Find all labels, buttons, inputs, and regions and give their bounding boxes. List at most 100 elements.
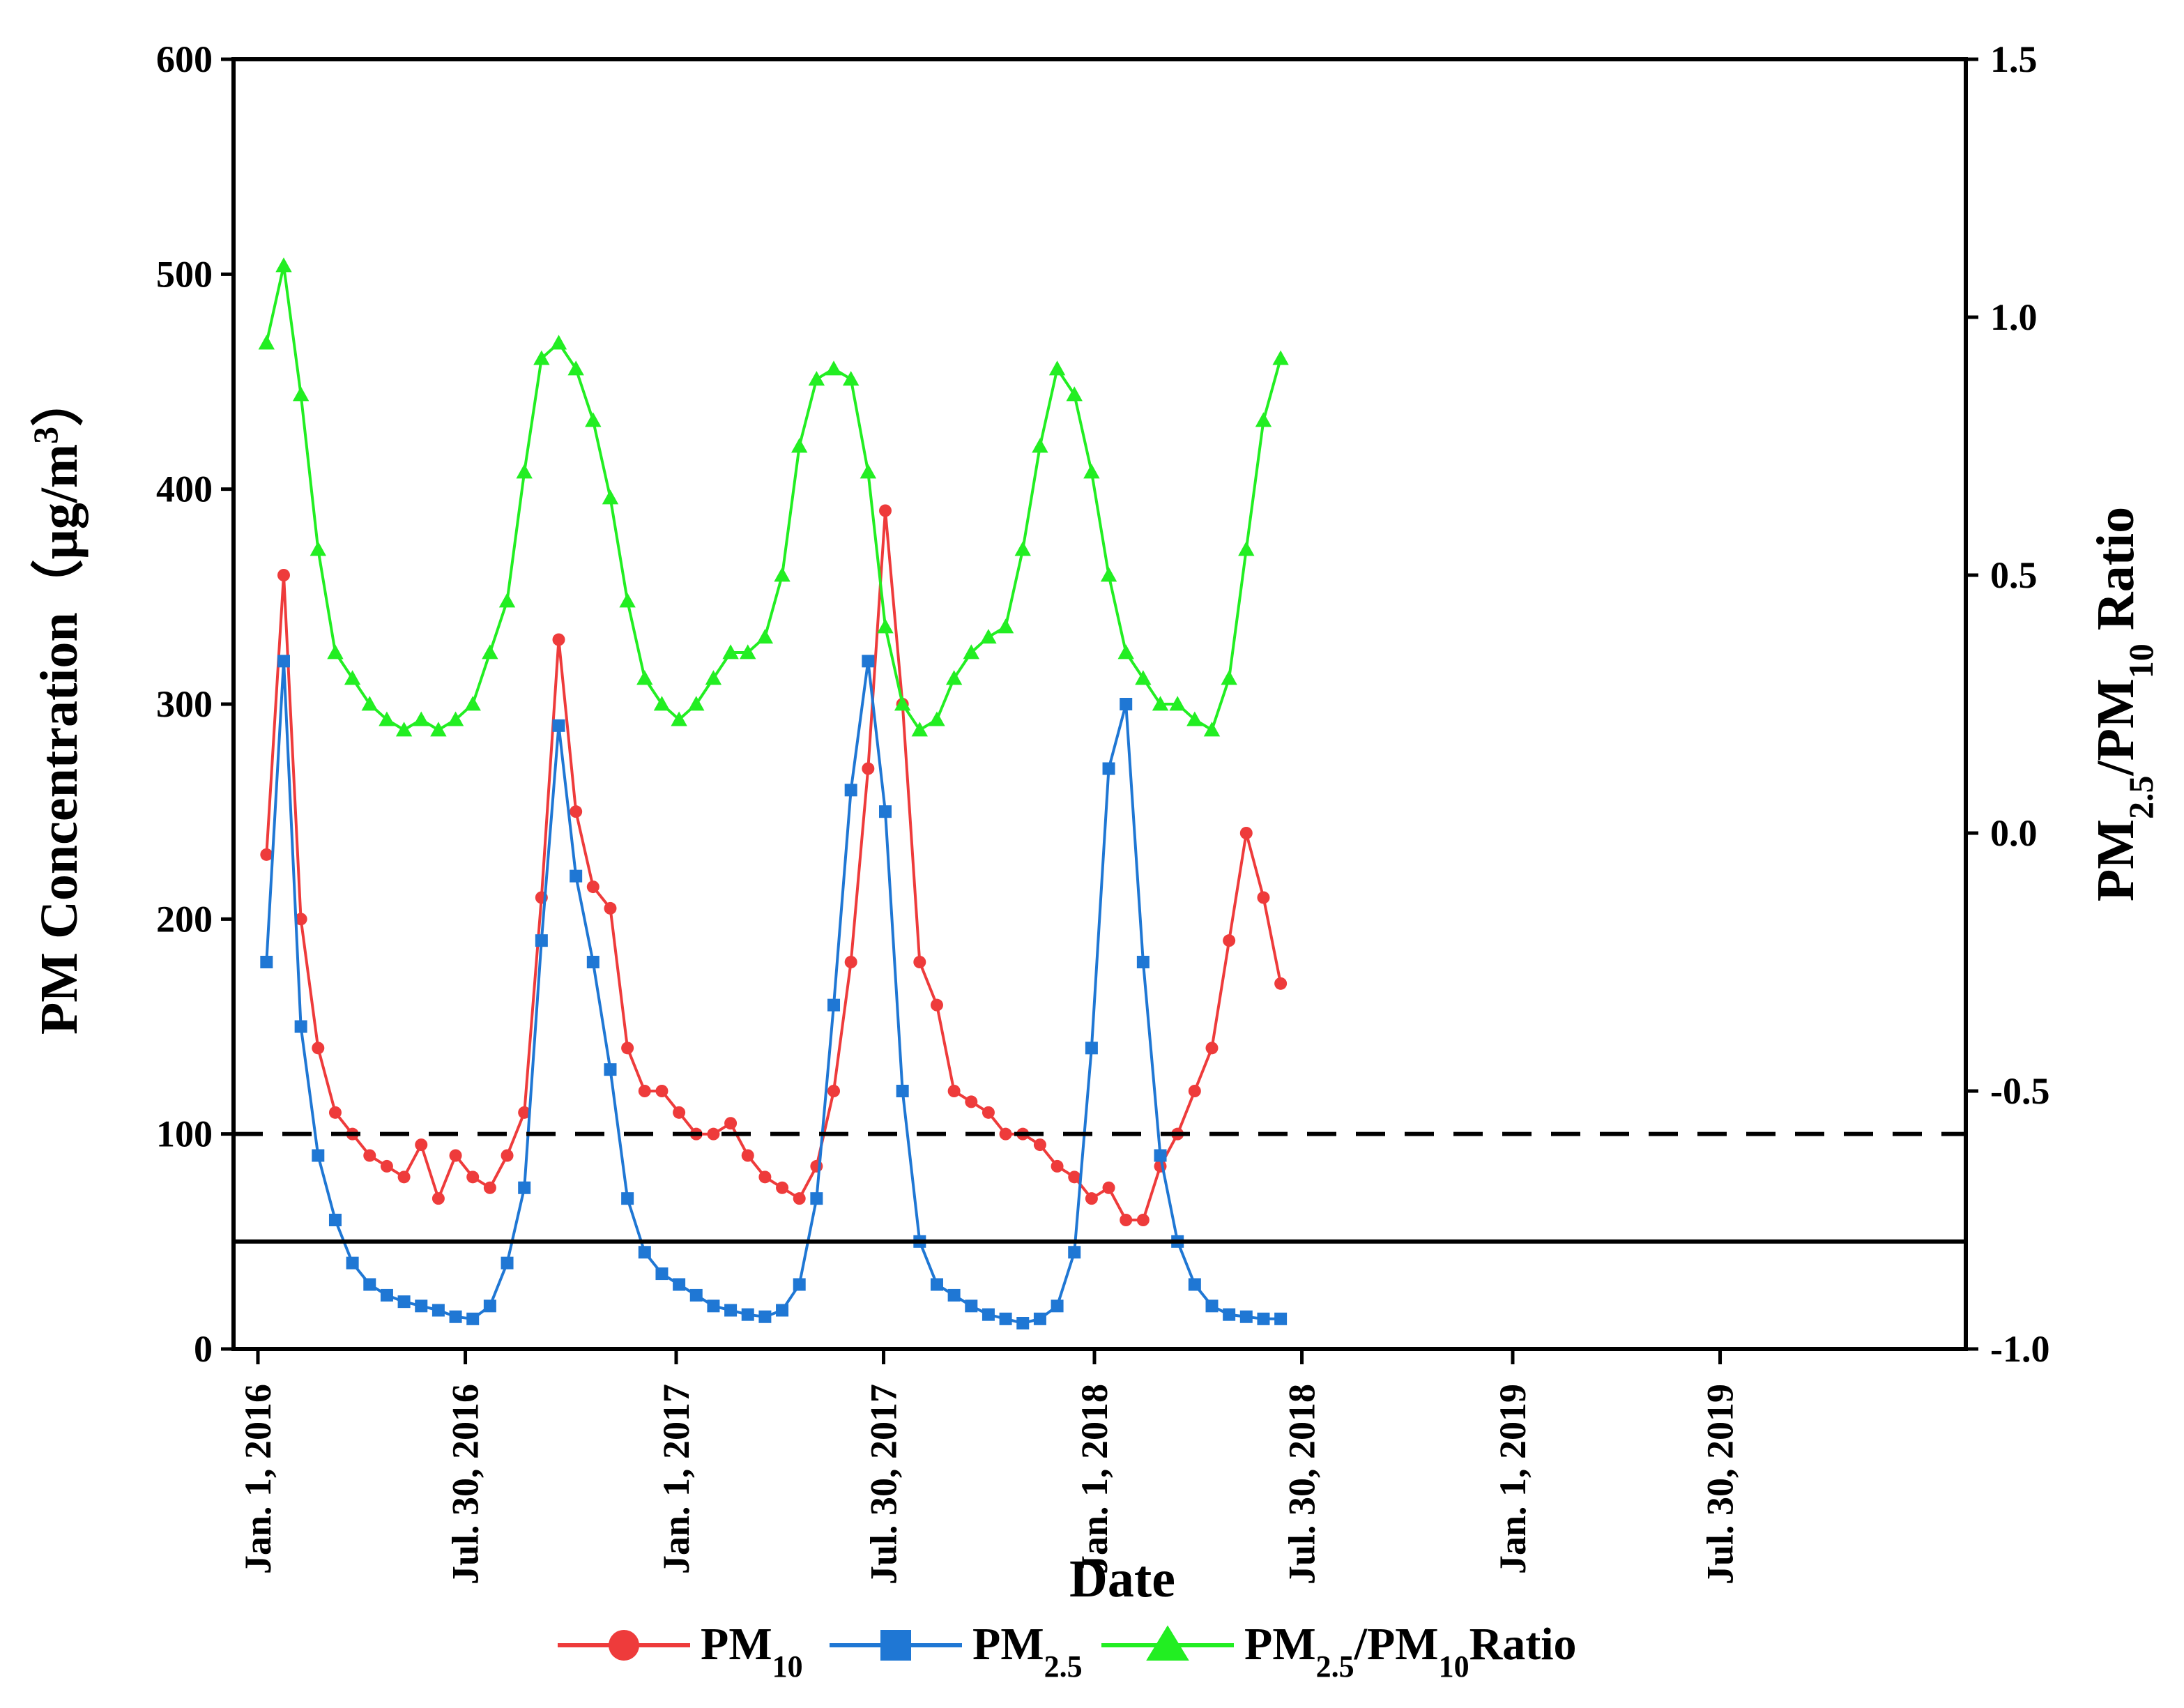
pm2-5-point — [930, 1278, 943, 1291]
left-axis-tick-label: 0 — [194, 1328, 213, 1370]
pm2-5-point — [466, 1312, 480, 1325]
pm2-5-pm10-ratio-point — [894, 696, 911, 711]
x-axis-title: Date — [1069, 1550, 1175, 1608]
pm2-5-point — [294, 1020, 307, 1033]
pm2-5-point — [655, 1267, 669, 1281]
right-axis-tick-label: 1.5 — [1990, 38, 2038, 80]
pm2-5-point — [1120, 698, 1133, 710]
pm10-point — [586, 880, 600, 894]
pm2-5-pm10-ratio-point — [636, 670, 653, 685]
pm2-5-point — [501, 1256, 514, 1269]
pm10-line — [265, 509, 1283, 1221]
pm2-5-point — [741, 1308, 754, 1321]
y-axis-title: PM Concentration（μg/m3） — [26, 374, 89, 1035]
y2-title-b: /PM — [2086, 678, 2145, 776]
pm2-5-pm10-ratio-point — [808, 371, 825, 386]
pm10-point — [741, 1149, 754, 1162]
pm2-5-point — [312, 1149, 325, 1162]
legend-label-sub: 2.5 — [1316, 1649, 1354, 1684]
pm2-5-point — [570, 869, 583, 883]
pm10-point — [552, 633, 565, 646]
pm10-point — [380, 1159, 393, 1173]
pm10-point — [758, 1171, 772, 1184]
pm2-5-point — [896, 1085, 909, 1097]
pm2-5-point — [1051, 1299, 1064, 1313]
pm2-5-pm10-ratio-point — [464, 696, 481, 711]
pm2-5-pm10-ratio-point — [550, 335, 567, 350]
pm2-5-point — [621, 1192, 634, 1205]
x-axis-tick-label: Jul. 30, 2016 — [445, 1384, 487, 1585]
pm10-point — [793, 1192, 806, 1205]
pm2-5-pm10-ratio-point — [963, 644, 979, 659]
pm2-5-point — [758, 1310, 772, 1323]
left-axis: 0 100 200 300 400 500 600 — [156, 38, 234, 1370]
pm2-5-point — [844, 784, 857, 797]
pm2-5-pm10-ratio-point — [929, 711, 945, 726]
pm2-5-pm10-ratio-point — [1169, 696, 1186, 711]
pm10-point — [1051, 1159, 1064, 1173]
pm2-5-pm10-ratio-point — [533, 350, 550, 365]
pm10-point — [1223, 934, 1236, 947]
pm2-5-point — [827, 998, 841, 1012]
pm2-5-pm10-ratio-point — [516, 464, 533, 479]
pm2-5-pm10-ratio-point — [430, 722, 447, 737]
pm2-5-pm10-ratio-point — [413, 711, 429, 726]
pm2-5-pm10-ratio-point — [344, 670, 361, 685]
pm2-5-point — [982, 1308, 995, 1321]
pm10-point — [999, 1127, 1012, 1141]
pm2-5-point — [397, 1295, 411, 1309]
pm10-point — [982, 1106, 995, 1119]
pm10-point — [449, 1149, 462, 1162]
y2-title-sub1: 2.5 — [2121, 775, 2160, 819]
pm2-5-point — [1239, 1310, 1253, 1323]
pm2-5-point — [1016, 1317, 1030, 1329]
pm2-5-pm10-ratio-point — [310, 541, 327, 556]
pm2-5-pm10-ratio-point — [1221, 670, 1237, 685]
legend-label: PM2.5 — [972, 1619, 1083, 1684]
right-axis-tick-label: -0.5 — [1990, 1070, 2049, 1112]
pm10-point — [965, 1095, 978, 1108]
pm10-point — [604, 901, 617, 915]
left-axis-tick-label: 200 — [156, 898, 213, 940]
legend-label-base: PM — [972, 1619, 1044, 1670]
pm2-5-point — [879, 805, 892, 818]
pm2-5-pm10-ratio-point — [1152, 696, 1169, 711]
pm2-5-pm10-ratio-point — [1048, 360, 1066, 376]
legend-label-sub: 2.5 — [1044, 1649, 1083, 1684]
right-axis-tick-label: 0.0 — [1990, 812, 2038, 854]
pm10-point — [1120, 1214, 1133, 1226]
legend-label-tail2: Ratio — [1469, 1619, 1577, 1670]
pm2-5-pm10-ratio-point — [842, 371, 860, 386]
pm2-5-pm10-ratio-point — [1186, 711, 1203, 726]
pm10-point — [930, 998, 943, 1012]
pm2-5-point — [260, 956, 273, 968]
pm2-5-point — [1274, 1312, 1288, 1325]
y-axis-title-main: PM Concentration（μg/m — [30, 444, 89, 1035]
left-axis-tick-label: 400 — [156, 468, 213, 510]
legend: PM10 PM2.5 PM2.5/PM10Ratio — [558, 1619, 1577, 1684]
y2-title-c: Ratio — [2086, 507, 2145, 643]
pm10-point — [913, 956, 926, 968]
pm2-5-point — [947, 1288, 961, 1302]
pm2-5-pm10-ratio-point — [722, 644, 739, 659]
legend-label: PM2.5/PM10Ratio — [1244, 1619, 1577, 1684]
legend-label-base: PM — [701, 1619, 772, 1670]
right-axis-tick-label: -1.0 — [1990, 1328, 2049, 1370]
pm2-5-pm10-ratio-point — [585, 412, 602, 427]
pm2-5-point — [1223, 1308, 1236, 1321]
pm2-5-point — [999, 1312, 1012, 1325]
pm2-5-pm10-ratio-point — [602, 489, 619, 505]
pm10-point — [707, 1127, 720, 1141]
pm2-5-pm10-ratio-point — [379, 711, 395, 726]
pm2-5-pm10-ratio-point — [482, 644, 498, 659]
pm10-point — [328, 1106, 342, 1119]
pm2-5-pm10-ratio-point — [1255, 412, 1272, 427]
pm10-point — [483, 1181, 496, 1194]
pm2-5-pm10-ratio-point — [911, 722, 929, 737]
pm2-5-point — [793, 1278, 806, 1291]
x-axis-tick-label: Jul. 30, 2019 — [1700, 1384, 1741, 1585]
pm2-5-point — [707, 1299, 720, 1313]
pm2-5-point — [277, 655, 290, 668]
pm2-5-point — [638, 1246, 651, 1259]
